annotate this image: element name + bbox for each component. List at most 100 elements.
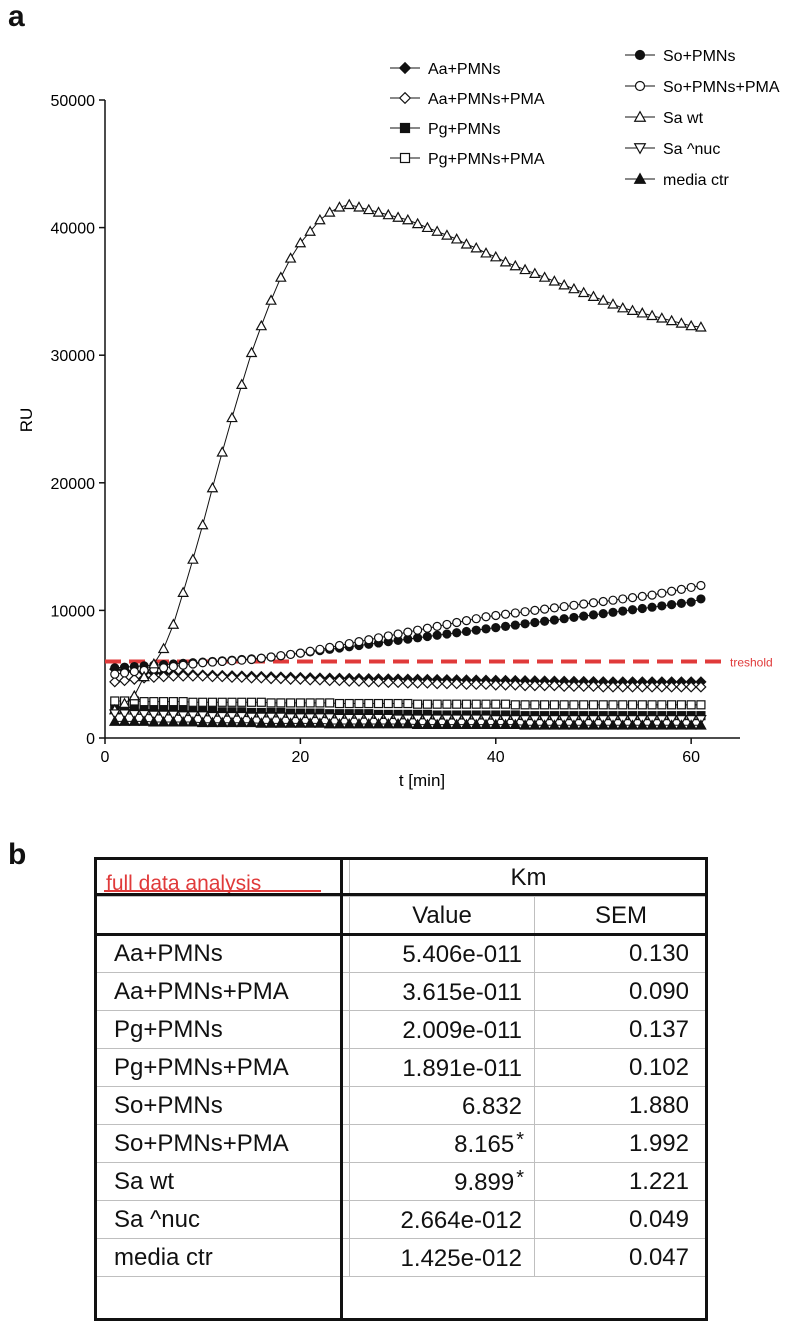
data-point: [372, 676, 385, 688]
data-point: [559, 601, 569, 612]
data-point: [559, 700, 569, 710]
data-point: [597, 719, 610, 730]
data-point: [178, 697, 188, 707]
data-point: [549, 603, 559, 613]
data-point: [686, 597, 696, 607]
data-point: [294, 717, 307, 728]
legend-marker: [399, 122, 411, 134]
legend-item: Pg+PMNs: [390, 121, 500, 138]
data-point: [364, 698, 374, 709]
data-point: [626, 719, 639, 730]
data-point: [382, 676, 394, 689]
data-point: [353, 717, 365, 729]
data-point: [656, 719, 668, 730]
data-point: [489, 250, 502, 262]
data-point: [148, 710, 160, 722]
km-value: 6.832: [461, 1092, 522, 1120]
data-point: [323, 206, 336, 217]
data-point: [657, 700, 667, 710]
data-point: [295, 648, 305, 658]
data-point: [245, 672, 258, 684]
data-point: [667, 586, 677, 596]
data-point: [343, 198, 356, 210]
data-point: [411, 677, 424, 689]
data-point: [647, 590, 657, 600]
data-point: [510, 620, 520, 630]
x-tick-label: 20: [291, 749, 309, 766]
data-point: [275, 271, 287, 282]
data-point: [481, 624, 491, 634]
value-column-header: Value: [349, 896, 535, 935]
panel-b-label: b: [8, 838, 27, 871]
table-divider-horizontal-1: [94, 893, 708, 896]
legend-marker: [398, 91, 412, 105]
data-point: [276, 698, 286, 708]
data-point: [305, 698, 315, 708]
row-value-cell: 1.425e-012: [349, 1238, 535, 1277]
data-point: [383, 698, 393, 709]
data-point: [138, 709, 150, 721]
data-point: [607, 298, 619, 309]
data-point: [315, 644, 325, 654]
row-name-cell: So+PMNs+PMA: [95, 1124, 350, 1163]
data-point: [392, 211, 404, 222]
data-point: [402, 677, 414, 689]
data-point: [481, 612, 491, 622]
km-value: 1.891e-011: [402, 1054, 522, 1082]
data-point: [626, 304, 639, 315]
table-divider-vertical: [340, 857, 343, 1321]
data-point: [304, 674, 316, 686]
legend-item: Pg+PMNs+PMA: [390, 151, 545, 168]
data-point: [266, 652, 276, 662]
data-point: [255, 717, 268, 728]
data-point: [538, 719, 551, 730]
data-point: [197, 670, 209, 682]
km-value: 5.406e-011: [402, 940, 522, 968]
data-point: [530, 605, 540, 616]
data-point: [470, 241, 483, 253]
series-pg-pmns-pma: [110, 696, 706, 710]
table-body: Aa+PMNs 5.406e-011 0.130 Aa+PMNs+PMA 3.615e-…: [95, 934, 708, 1277]
data-point: [529, 680, 541, 692]
data-point: [422, 699, 432, 709]
legend-label: So+PMNs+PMA: [663, 79, 780, 96]
data-point: [627, 700, 638, 710]
data-point: [686, 700, 696, 710]
data-point: [188, 659, 198, 669]
data-point: [256, 697, 266, 707]
data-point: [411, 217, 424, 229]
data-point: [178, 660, 188, 670]
data-point: [676, 598, 686, 608]
data-point: [149, 697, 159, 707]
row-sem-cell: 0.090: [534, 972, 708, 1011]
data-point: [558, 680, 570, 692]
data-point: [675, 719, 688, 730]
km-value: 2.664e-012: [400, 1206, 522, 1234]
data-point: [159, 663, 169, 673]
data-point: [226, 671, 238, 684]
table-row: Aa+PMNs 5.406e-011 0.130: [95, 934, 708, 973]
data-point: [569, 600, 579, 610]
row-sem-cell: 0.130: [534, 934, 708, 973]
data-point: [636, 307, 649, 318]
data-point: [569, 612, 579, 623]
data-point: [549, 615, 559, 625]
data-point: [579, 599, 589, 609]
data-point: [148, 716, 160, 727]
data-point: [129, 667, 139, 677]
data-point: [256, 653, 266, 663]
data-point: [187, 553, 199, 564]
data-point: [217, 697, 227, 707]
data-point: [159, 697, 169, 707]
data-point: [695, 719, 707, 730]
data-point: [540, 604, 550, 614]
data-point: [530, 700, 540, 710]
data-point: [452, 628, 462, 638]
data-point: [695, 681, 707, 693]
data-point: [323, 717, 336, 729]
data-point: [255, 672, 267, 684]
data-point: [177, 716, 189, 727]
data-point: [421, 221, 434, 233]
data-point: [245, 346, 258, 358]
data-point: [579, 700, 589, 710]
